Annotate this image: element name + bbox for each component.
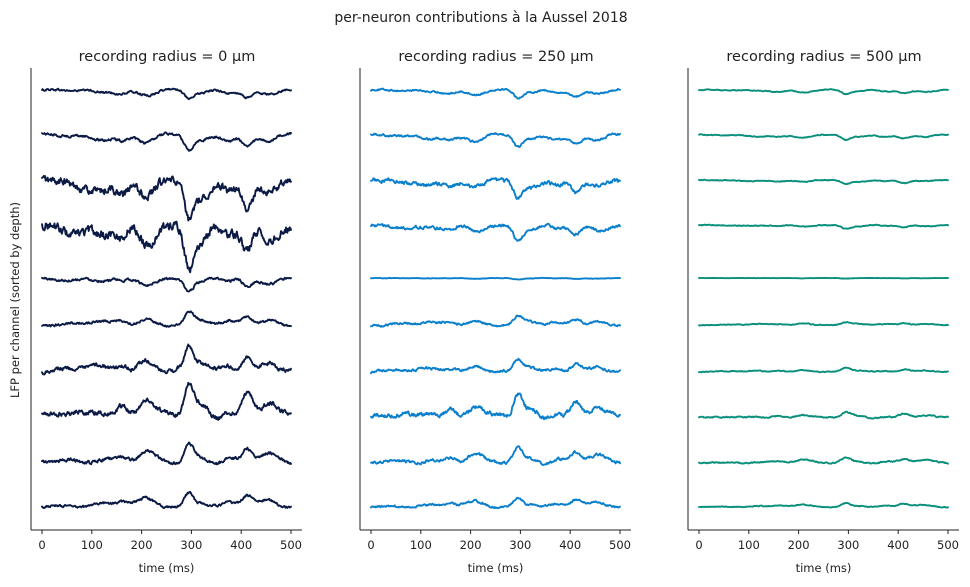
figure-suptitle: per-neuron contributions à la Aussel 201… <box>334 10 627 26</box>
x-axis-label: time (ms) <box>468 561 524 575</box>
x-tick-label: 0 <box>38 538 45 552</box>
x-tick-label: 200 <box>131 538 153 552</box>
x-tick-label: 400 <box>230 538 252 552</box>
panel-title: recording radius = 500 µm <box>726 49 921 65</box>
x-tick-label: 500 <box>280 538 302 552</box>
panel-2: recording radius = 250 µm 0 100 200 300 400 50… <box>359 49 631 575</box>
channel-trace-7 <box>698 366 949 374</box>
channel-trace-9 <box>370 445 621 466</box>
x-axis-label: time (ms) <box>139 561 195 575</box>
x-tick-label: 300 <box>509 538 531 552</box>
x-tick-label: 400 <box>559 538 581 552</box>
channel-trace-2 <box>698 133 949 141</box>
channel-trace-1 <box>698 88 949 96</box>
channel-trace-10 <box>41 490 292 510</box>
channel-trace-5 <box>698 276 949 280</box>
x-tick-label: 0 <box>367 538 374 552</box>
channel-trace-3 <box>41 174 292 222</box>
channel-trace-8 <box>698 410 949 420</box>
channel-trace-9 <box>698 456 949 465</box>
channel-trace-2 <box>370 132 621 149</box>
channel-trace-2 <box>41 131 292 152</box>
x-tick-label: 400 <box>887 538 909 552</box>
x-tick-label: 100 <box>410 538 432 552</box>
channel-trace-1 <box>370 87 621 100</box>
channel-trace-7 <box>41 343 292 376</box>
x-tick-label: 0 <box>695 538 702 552</box>
panel-3: recording radius = 500 µm 0 100 200 300 400 50… <box>687 49 959 575</box>
channel-trace-4 <box>41 220 292 274</box>
y-axis-label: LFP per channel (sorted by depth) <box>8 202 22 398</box>
panel-title: recording radius = 250 µm <box>398 49 593 65</box>
channel-trace-4 <box>370 222 621 242</box>
channel-trace-6 <box>41 310 292 328</box>
channel-trace-9 <box>41 441 292 466</box>
panel-title: recording radius = 0 µm <box>79 49 256 65</box>
x-tick-label: 500 <box>609 538 631 552</box>
channel-trace-5 <box>41 276 292 293</box>
channel-trace-1 <box>41 87 292 101</box>
channel-trace-6 <box>370 314 621 328</box>
channel-trace-10 <box>698 501 949 509</box>
channel-trace-5 <box>370 276 621 281</box>
channel-trace-8 <box>41 381 292 421</box>
channel-trace-10 <box>370 496 621 510</box>
channel-trace-4 <box>698 223 949 230</box>
x-tick-label: 100 <box>738 538 760 552</box>
x-tick-label: 100 <box>81 538 103 552</box>
x-tick-label: 300 <box>180 538 202 552</box>
x-tick-label: 200 <box>460 538 482 552</box>
x-tick-label: 300 <box>837 538 859 552</box>
channel-trace-6 <box>698 321 949 327</box>
x-tick-label: 200 <box>788 538 810 552</box>
channel-trace-7 <box>370 357 621 375</box>
channel-trace-3 <box>698 178 949 186</box>
x-tick-label: 500 <box>937 538 959 552</box>
channel-trace-3 <box>370 177 621 200</box>
panel-1: recording radius = 0 µm 0 100 200 300 400 500 t… <box>30 49 302 575</box>
channel-trace-8 <box>370 392 621 421</box>
x-axis-label: time (ms) <box>796 561 852 575</box>
panels-group: recording radius = 0 µm 0 100 200 300 400 500 t… <box>30 49 959 575</box>
